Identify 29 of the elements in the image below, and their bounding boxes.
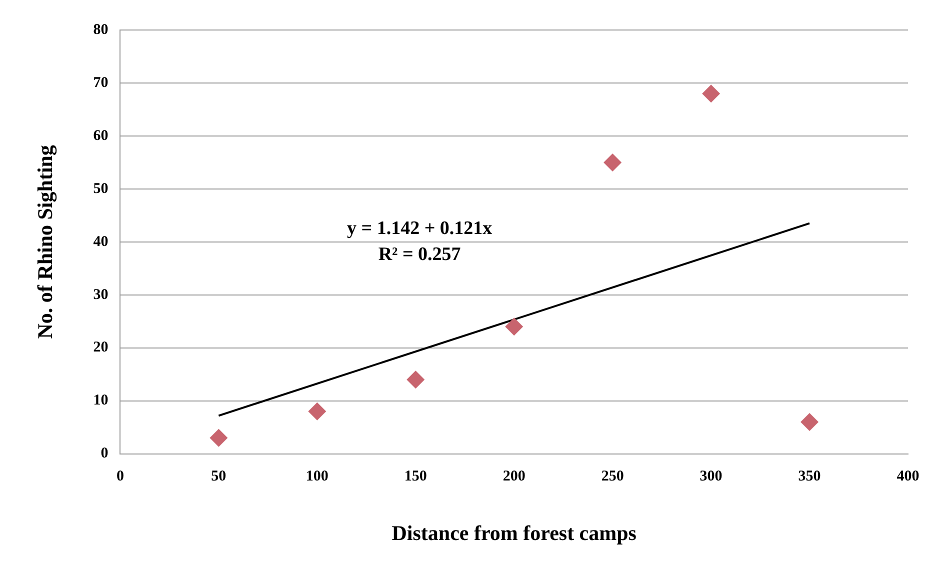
x-tick-label: 400 [896, 468, 920, 485]
x-tick-label: 200 [502, 468, 526, 485]
y-tick-label: 40 [93, 234, 108, 250]
x-tick-label: 100 [306, 468, 328, 485]
annotation: y = 1.142 + 0.121x [346, 218, 493, 240]
y-axis-title: No. of Rhino Sighting [33, 144, 58, 339]
point [702, 84, 720, 103]
x-axis-title: Distance from forest camps [392, 520, 636, 545]
point [210, 428, 228, 447]
x-tick-label: 50 [211, 468, 226, 485]
y-tick-label: 70 [93, 74, 108, 91]
point [308, 402, 326, 420]
annotation: R² = 0.257 [378, 244, 462, 266]
y-tick-label: 30 [93, 286, 108, 303]
x-tick-label: 350 [798, 468, 821, 485]
y-tick-label: 20 [93, 340, 108, 356]
y-tick-label: 60 [93, 128, 108, 144]
point [800, 413, 819, 432]
x-tick-label: 150 [404, 468, 427, 485]
y-tick-label: 10 [93, 392, 108, 409]
y-tick-label: 80 [93, 22, 108, 38]
point [505, 318, 524, 336]
x-tick-label: 300 [700, 468, 722, 485]
x-tick-label: 0 [116, 468, 124, 485]
y-tick-label: 50 [93, 180, 108, 197]
point [406, 370, 425, 389]
y-tick-label: 0 [100, 446, 108, 462]
x-tick-label: 250 [601, 468, 624, 485]
point [604, 153, 622, 172]
